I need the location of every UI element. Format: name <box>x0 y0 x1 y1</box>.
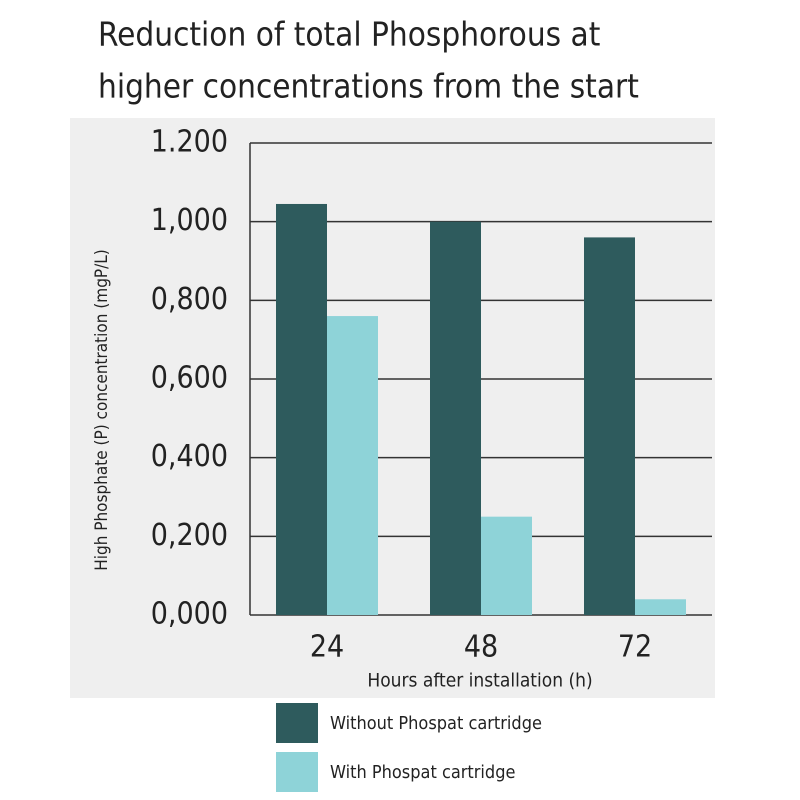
legend-label: Without Phospat cartridge <box>330 713 542 734</box>
bar <box>635 599 686 615</box>
bar <box>430 221 481 615</box>
x-tick-label: 48 <box>464 630 498 665</box>
y-tick-label: 0,000 <box>151 597 228 632</box>
y-tick-label: 0,200 <box>151 518 228 553</box>
bar <box>276 203 327 615</box>
y-tick-label: 1.200 <box>151 125 228 160</box>
y-axis-label: High Phosphate (P) concentration (mgP/L) <box>92 249 112 571</box>
x-axis-label: Hours after installation (h) <box>367 670 592 692</box>
chart-title: Reduction of total Phosphorous at <box>98 15 600 54</box>
y-tick-label: 0,600 <box>151 361 228 396</box>
y-tick-label: 1,000 <box>151 203 228 238</box>
chart-title: higher concentrations from the start <box>98 67 639 106</box>
bar <box>584 237 635 615</box>
y-tick-label: 0,400 <box>151 439 228 474</box>
x-tick-label: 72 <box>618 630 652 665</box>
legend-swatch <box>276 752 318 792</box>
x-tick-label: 24 <box>310 630 344 665</box>
bar <box>481 516 532 615</box>
legend-label: With Phospat cartridge <box>330 762 515 783</box>
legend-swatch <box>276 703 318 743</box>
y-tick-label: 0,800 <box>151 282 228 317</box>
bar <box>327 316 378 615</box>
